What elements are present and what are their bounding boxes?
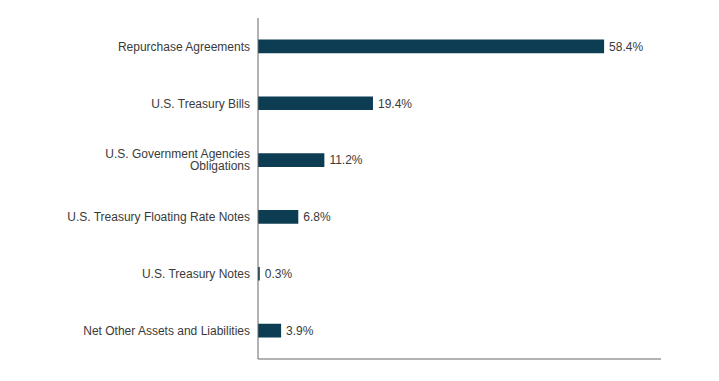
svg-text:0.3%: 0.3% — [265, 267, 293, 281]
svg-text:U.S. Treasury Floating Rate No: U.S. Treasury Floating Rate Notes — [67, 210, 250, 224]
svg-text:6.8%: 6.8% — [303, 210, 331, 224]
svg-text:58.4%: 58.4% — [609, 40, 643, 54]
svg-text:11.2%: 11.2% — [329, 153, 362, 167]
svg-text:U.S. Treasury Bills: U.S. Treasury Bills — [151, 97, 250, 111]
svg-text:Repurchase Agreements: Repurchase Agreements — [118, 40, 250, 54]
svg-text:U.S. Government AgenciesObliga: U.S. Government AgenciesObligations — [105, 147, 250, 173]
svg-text:U.S. Treasury Notes: U.S. Treasury Notes — [142, 267, 250, 281]
svg-text:Net Other Assets and Liabiliti: Net Other Assets and Liabilities — [83, 324, 250, 338]
svg-text:19.4%: 19.4% — [378, 97, 412, 111]
svg-text:3.9%: 3.9% — [286, 324, 314, 338]
